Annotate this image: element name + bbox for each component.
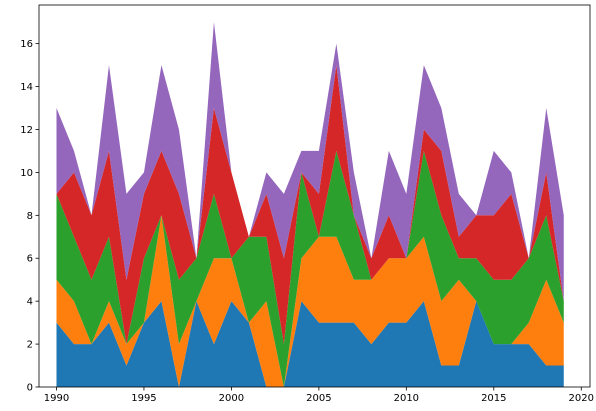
area-series-4 — [56, 65, 564, 345]
x-tick-label: 2010 — [394, 393, 419, 404]
y-tick-label: 12 — [20, 125, 33, 136]
area-series-5 — [56, 22, 564, 302]
area-series-3 — [56, 150, 564, 387]
x-tick-label: 1995 — [131, 393, 156, 404]
y-tick-label: 10 — [20, 168, 33, 179]
y-tick-label: 2 — [27, 340, 33, 351]
area-series-group — [56, 22, 564, 387]
y-tick-label: 4 — [27, 297, 33, 308]
y-tick-label: 8 — [27, 211, 33, 222]
plot-frame — [38, 4, 591, 388]
x-tick-label: 2015 — [481, 393, 506, 404]
y-tick-label: 6 — [27, 254, 33, 265]
x-tick-label: 1990 — [44, 393, 69, 404]
axes-group: 1990 1995 2000 2005 2010 2015 2020 0 2 4 6 8 10 12 14 1… — [20, 4, 594, 404]
x-tick-label: 2020 — [569, 393, 594, 404]
x-tick-label: 2005 — [306, 393, 331, 404]
area-series-1 — [56, 301, 564, 387]
y-tick-label: 16 — [20, 39, 33, 50]
y-tick-label: 0 — [27, 383, 33, 394]
x-tick-label: 2000 — [219, 393, 244, 404]
y-tick-label: 14 — [20, 82, 33, 93]
area-series-2 — [56, 215, 564, 387]
